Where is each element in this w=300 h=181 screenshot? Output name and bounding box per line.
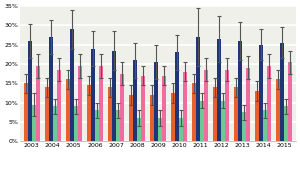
Bar — [137, 118, 141, 141]
Bar — [225, 70, 229, 141]
Bar — [108, 87, 112, 141]
Bar — [192, 83, 196, 141]
Bar — [183, 72, 187, 141]
Bar — [112, 50, 116, 141]
Bar — [238, 41, 242, 141]
Bar — [57, 70, 61, 141]
Bar — [204, 70, 208, 141]
Bar — [158, 118, 162, 141]
Bar — [28, 41, 32, 141]
Bar — [280, 43, 284, 141]
Bar — [263, 110, 267, 141]
Bar — [133, 60, 137, 141]
Bar — [288, 62, 292, 141]
Bar — [78, 66, 82, 141]
Bar — [45, 87, 49, 141]
Bar — [74, 106, 78, 141]
Bar — [70, 29, 74, 141]
Bar — [141, 76, 145, 141]
Bar — [175, 52, 179, 141]
Bar — [242, 112, 246, 141]
Bar — [95, 110, 99, 141]
Bar — [150, 95, 154, 141]
Bar — [87, 85, 91, 141]
Bar — [53, 106, 57, 141]
Bar — [259, 45, 263, 141]
Bar — [116, 110, 120, 141]
Bar — [49, 37, 53, 141]
Bar — [154, 62, 158, 141]
Bar — [267, 66, 271, 141]
Bar — [99, 66, 103, 141]
Bar — [162, 76, 166, 141]
Bar — [234, 87, 238, 141]
Bar — [276, 79, 280, 141]
Bar — [246, 68, 250, 141]
Bar — [91, 49, 95, 141]
Bar — [171, 93, 175, 141]
Bar — [255, 91, 259, 141]
Bar — [179, 118, 183, 141]
Bar — [66, 79, 70, 141]
Bar — [221, 101, 225, 141]
Bar — [284, 106, 288, 141]
Bar — [129, 95, 133, 141]
Bar — [213, 87, 217, 141]
Bar — [32, 105, 36, 141]
Bar — [196, 37, 200, 141]
Bar — [120, 74, 124, 141]
Bar — [217, 39, 221, 141]
Bar — [200, 101, 204, 141]
Bar — [36, 66, 40, 141]
Bar — [24, 83, 28, 141]
